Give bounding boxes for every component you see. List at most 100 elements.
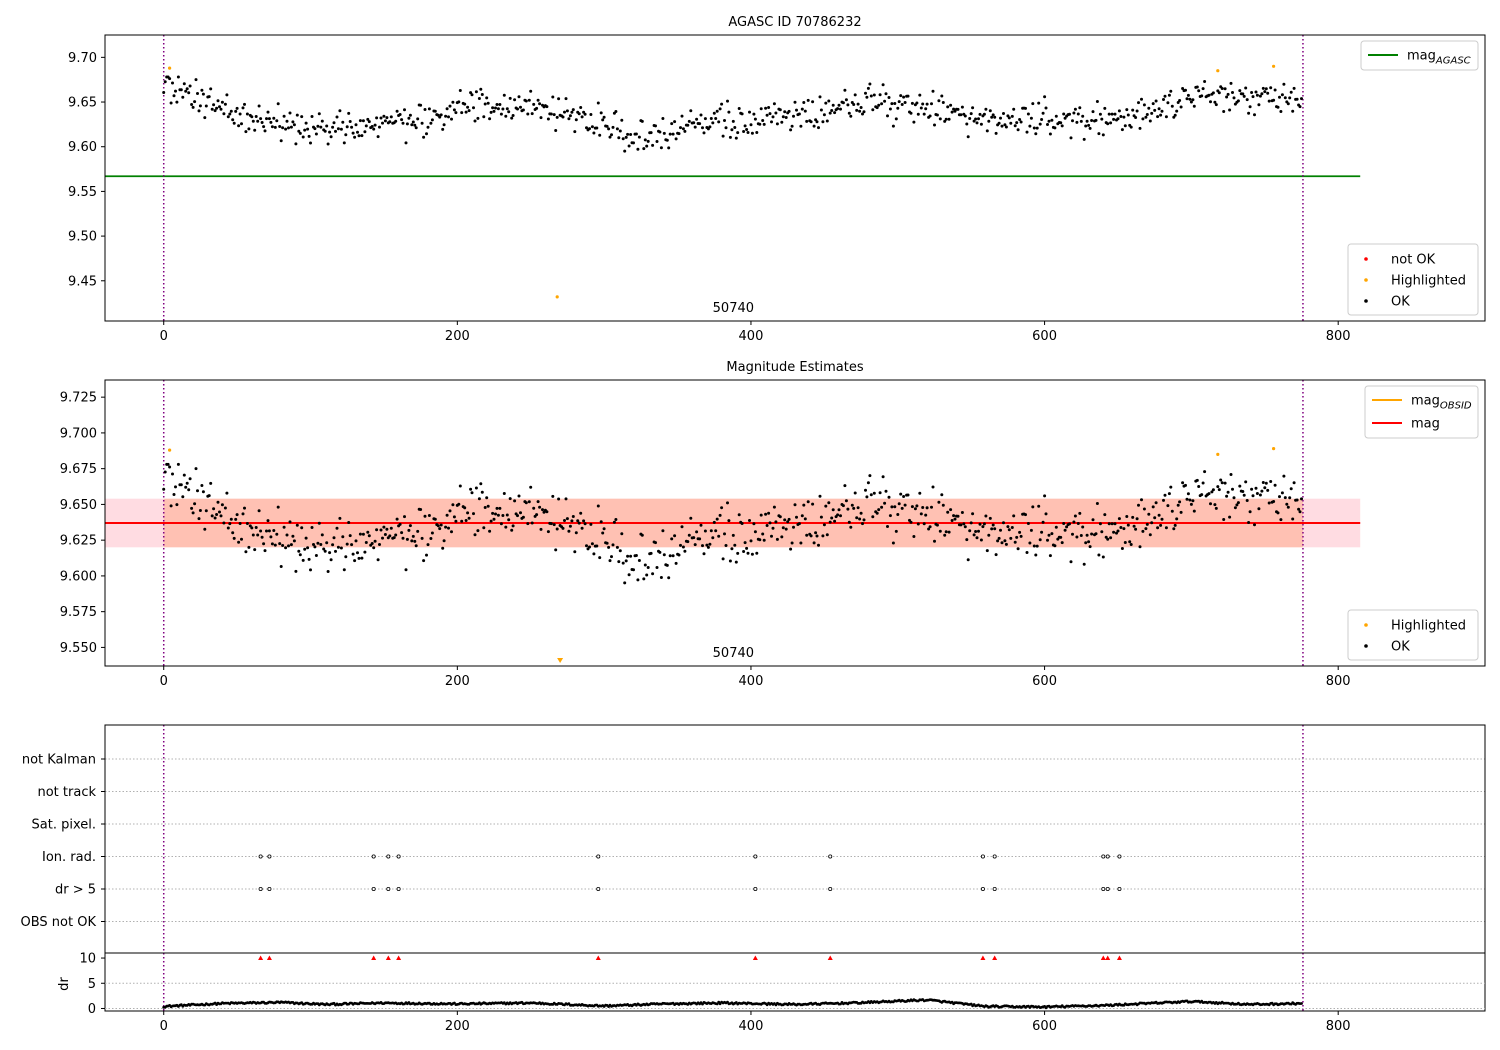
ok-point: [864, 488, 867, 492]
ok-point: [780, 120, 784, 124]
ok-point: [971, 106, 975, 110]
ok-point: [921, 506, 925, 509]
ok-point: [706, 545, 710, 549]
ok-point: [740, 112, 744, 116]
ok-point: [433, 109, 437, 113]
ok-point: [612, 520, 616, 524]
ok-point: [269, 120, 273, 124]
ok-point: [565, 109, 569, 113]
ok-point: [698, 122, 702, 126]
ok-point: [583, 522, 587, 526]
ok-point: [370, 542, 374, 545]
ok-point: [426, 543, 430, 547]
ok-point: [1300, 497, 1303, 501]
ok-point: [251, 533, 255, 537]
ok-point: [703, 529, 707, 533]
ok-point: [862, 518, 866, 522]
ok-point: [856, 506, 860, 510]
ok-point: [1054, 114, 1058, 118]
ok-point: [817, 126, 820, 130]
ok-point: [590, 125, 594, 129]
ok-point: [1072, 520, 1076, 524]
ok-point: [858, 517, 862, 521]
ok-point: [492, 517, 496, 521]
ok-point: [336, 127, 340, 131]
ok-point: [899, 492, 903, 496]
ok-point: [1032, 544, 1036, 548]
ok-point: [1115, 531, 1118, 535]
ok-point: [1189, 100, 1193, 104]
ok-point: [1087, 123, 1091, 127]
ok-point: [1024, 106, 1027, 110]
ok-point: [1258, 94, 1262, 98]
ok-point: [238, 112, 242, 116]
ok-point: [551, 494, 555, 498]
ok-point: [952, 514, 956, 518]
highlighted-point: [1272, 64, 1276, 68]
ok-point: [1233, 506, 1237, 510]
ok-point: [999, 528, 1002, 532]
ok-point: [1288, 496, 1292, 500]
ok-point: [467, 109, 471, 113]
ok-point: [750, 131, 754, 135]
ok-point: [272, 116, 276, 120]
ok-point: [589, 113, 593, 116]
ok-point: [1263, 90, 1267, 94]
ok-point: [1217, 91, 1221, 95]
ok-point: [483, 102, 487, 106]
ok-point: [878, 93, 882, 97]
ok-point: [711, 536, 715, 540]
ok-point: [416, 117, 420, 121]
ok-point: [441, 546, 445, 550]
ok-point: [1037, 504, 1041, 508]
ok-point: [571, 108, 575, 112]
ok-point: [893, 505, 897, 509]
ok-point: [912, 535, 916, 538]
ok-point: [207, 494, 211, 498]
ok-point: [237, 540, 241, 544]
ok-point: [1169, 89, 1173, 93]
ok-point: [708, 125, 712, 129]
flag-marker: [1105, 887, 1110, 892]
ok-point: [742, 550, 746, 553]
ok-point: [210, 107, 214, 111]
ok-point: [212, 103, 216, 107]
ok-point: [1078, 106, 1082, 110]
ok-point: [797, 112, 801, 116]
ok-point: [931, 89, 935, 93]
ok-point: [909, 111, 913, 115]
ok-point: [1214, 506, 1218, 510]
ok-point: [602, 527, 606, 531]
flag-marker: [1117, 854, 1122, 859]
ok-point: [1261, 481, 1265, 484]
ok-point: [379, 528, 383, 532]
ok-point: [166, 462, 170, 466]
ok-point: [511, 524, 515, 528]
ok-point: [240, 537, 243, 541]
ok-point: [598, 556, 602, 560]
ok-point: [695, 530, 699, 534]
ok-point: [452, 515, 456, 519]
ok-point: [526, 522, 530, 526]
ok-point: [601, 118, 605, 122]
ok-point: [289, 125, 293, 129]
ok-point: [1010, 526, 1014, 529]
ok-point: [1242, 493, 1246, 497]
ok-point: [990, 527, 994, 531]
ok-point: [825, 119, 829, 123]
ok-point: [1116, 529, 1120, 533]
ok-point: [893, 102, 897, 105]
ok-point: [1258, 493, 1262, 497]
ok-point: [303, 128, 307, 132]
ok-point: [215, 513, 219, 516]
ok-point: [198, 509, 202, 512]
x-tick-label: 200: [445, 329, 470, 344]
ok-point: [670, 122, 674, 126]
ok-point: [1050, 118, 1054, 122]
ok-point: [253, 548, 257, 552]
ok-point: [498, 103, 502, 106]
ok-point: [521, 515, 525, 519]
ok-point: [793, 503, 797, 507]
ok-point: [235, 106, 239, 110]
ok-point: [1200, 493, 1204, 497]
